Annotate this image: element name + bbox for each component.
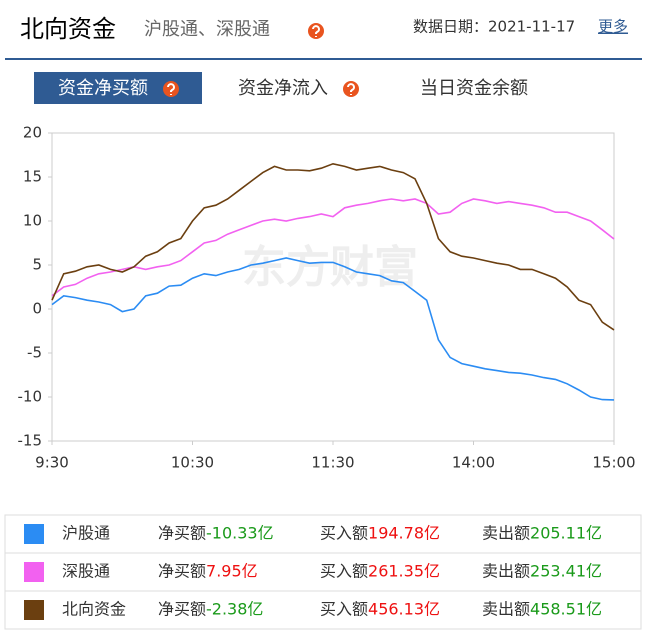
x-tick-label: 11:30	[311, 454, 354, 472]
x-tick-label: 14:00	[452, 454, 495, 472]
y-tick-label: 20	[23, 124, 42, 142]
summary-value: -2.38亿	[206, 600, 263, 619]
legend-name[interactable]: 北向资金	[62, 600, 126, 619]
y-tick-label: 15	[23, 168, 42, 186]
summary-label: 买入额	[320, 600, 368, 619]
summary-value: 194.78亿	[368, 524, 440, 543]
summary-value: 253.41亿	[530, 562, 602, 581]
summary-label: 卖出额	[482, 524, 530, 543]
summary-label: 卖出额	[482, 562, 530, 581]
help-icon[interactable]	[343, 81, 359, 97]
date-label: 数据日期：2021-11-17	[413, 18, 575, 36]
series-line	[51, 198, 615, 297]
more-link[interactable]: 更多	[598, 18, 628, 36]
table-row	[4, 552, 642, 592]
chart: 20 15 10 5 0 -5 -10 -15 9:30 10:30 11:30 14:00 15:00	[18, 124, 636, 472]
y-tick-label: 5	[32, 256, 42, 274]
tab[interactable]: 资金净流入	[238, 78, 328, 99]
legend-name[interactable]: 沪股通	[62, 524, 110, 543]
summary-label: 净买额	[158, 524, 206, 543]
summary-value: -10.33亿	[206, 524, 274, 543]
table-row	[4, 514, 642, 554]
series-line	[51, 162, 615, 331]
legend-swatch	[24, 600, 44, 620]
x-tick-label: 9:30	[35, 454, 69, 472]
x-tick-label: 10:30	[171, 454, 214, 472]
help-icon[interactable]	[308, 23, 324, 39]
summary-label: 买入额	[320, 562, 368, 581]
table-row	[4, 590, 642, 630]
y-tick-label: -5	[27, 344, 42, 362]
tab[interactable]: 资金净买额	[58, 78, 148, 99]
tab[interactable]: 当日资金余额	[420, 78, 528, 99]
title: 北向资金	[20, 15, 116, 43]
summary-label: 卖出额	[482, 600, 530, 619]
y-tick-label: 10	[23, 212, 42, 230]
summary-label: 净买额	[158, 600, 206, 619]
summary-value: 261.35亿	[368, 562, 440, 581]
summary-value: 205.11亿	[530, 524, 602, 543]
y-tick-label: -10	[18, 388, 43, 406]
series-line	[51, 257, 615, 401]
header-rule	[5, 58, 642, 60]
subtitle: 沪股通、深股通	[144, 19, 270, 40]
y-tick-label: 0	[32, 300, 42, 318]
summary-value: 7.95亿	[206, 562, 258, 581]
legend-swatch	[24, 562, 44, 582]
y-tick-label: -15	[18, 432, 43, 450]
help-icon[interactable]	[163, 81, 179, 97]
watermark: 东方财富	[242, 242, 418, 293]
legend-name[interactable]: 深股通	[62, 562, 110, 581]
x-tick-label: 15:00	[592, 454, 635, 472]
summary-label: 买入额	[320, 524, 368, 543]
summary-label: 净买额	[158, 562, 206, 581]
legend-swatch	[24, 524, 44, 544]
summary-value: 458.51亿	[530, 600, 602, 619]
summary-value: 456.13亿	[368, 600, 440, 619]
